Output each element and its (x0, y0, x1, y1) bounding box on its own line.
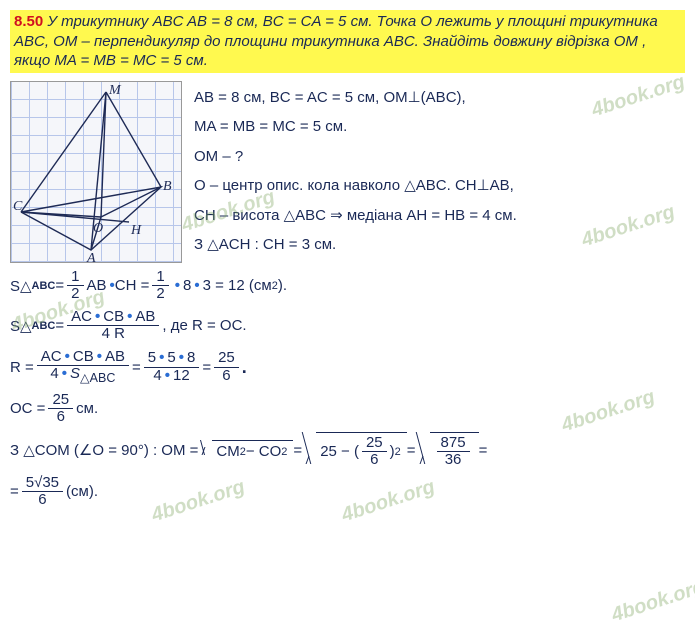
text: S△ (10, 317, 32, 335)
den: 36 (437, 452, 470, 469)
problem-text: У трикутнику ABC AB = 8 см, BC = CA = 5 … (14, 13, 658, 69)
num: 1 (152, 269, 168, 287)
den: 6 (362, 452, 387, 469)
den: 4•12 (144, 368, 200, 385)
sub-abc: ABC (32, 280, 56, 292)
label-C: C (13, 199, 23, 214)
problem-number: 8.50 (14, 13, 43, 30)
frac: 256 (48, 392, 73, 426)
frac: AC•CB•AB 4•S△ABC (37, 349, 129, 386)
label-H: H (130, 223, 142, 238)
den: 4•S△ABC (37, 366, 129, 386)
num: AC•CB•AB (67, 309, 159, 327)
text: 8 (183, 277, 191, 294)
num: 25 (362, 435, 387, 453)
text: ). (278, 277, 287, 294)
given-line: AB = 8 см, BC = AC = 5 см, OM⊥(ABC), (194, 85, 685, 111)
text: 3 = 12 (см (203, 277, 272, 294)
text: З △COM (∠O = 90°) : OM = (10, 441, 198, 459)
text: . (242, 357, 247, 378)
text: см. (76, 400, 98, 417)
oc-line: OC = 256 см. (10, 392, 685, 426)
dot-icon: • (172, 277, 183, 294)
num: 5•5•8 (144, 350, 200, 368)
frac: 256 (362, 435, 387, 469)
den: 6 (214, 368, 239, 385)
area-line-1: S△ABC = 12 AB • CH = 12 • 8 • 3 = 12 (см… (10, 269, 685, 303)
frac: AC•CB•AB 4 R (67, 309, 159, 343)
om-line: З △COM (∠O = 90°) : OM = CM2 − CO2 = 25 … (10, 432, 685, 469)
den: 2 (67, 286, 83, 303)
frac: 256 (214, 350, 239, 384)
frac: 87536 (437, 435, 470, 469)
den: 6 (48, 409, 73, 426)
num: 1 (67, 269, 83, 287)
r-line: R = AC•CB•AB 4•S△ABC = 5•5•8 4•12 = 256 … (10, 349, 685, 386)
frac: 5√356 (22, 475, 63, 509)
sqrt: CM2 − CO2 (198, 440, 293, 460)
radicand: CM2 − CO2 (212, 440, 293, 460)
text: = (407, 442, 416, 459)
den: 2 (152, 286, 168, 303)
given-line: З △ACH : CH = 3 см. (194, 232, 685, 258)
area-line-2: S△ABC = AC•CB•AB 4 R , де R = OC. (10, 309, 685, 343)
num: 25 (214, 350, 239, 368)
text: CH = (115, 277, 150, 294)
label-O: O (93, 221, 103, 236)
text: = (132, 359, 141, 376)
given-block: AB = 8 см, BC = AC = 5 см, OM⊥(ABC), MA … (194, 81, 685, 262)
sqrt: 25 − ( 256 )2 (302, 432, 407, 469)
num: 5√35 (22, 475, 63, 493)
text: OC = (10, 400, 45, 417)
radicand: 87536 (430, 432, 479, 469)
given-line: MA = MB = MC = 5 см. (194, 114, 685, 140)
label-B: B (163, 179, 172, 194)
text: = (479, 442, 488, 459)
sup: 2 (395, 446, 401, 458)
given-line: O – центр опис. кола навколо △ABC. CH⊥AB… (194, 173, 685, 199)
frac: 5•5•8 4•12 (144, 350, 200, 384)
text: , де R = OC. (162, 317, 246, 334)
den: 6 (22, 492, 63, 509)
frac-half: 12 (67, 269, 83, 303)
den: 4 R (67, 326, 159, 343)
geometry-diagram: M C A B O H (10, 81, 182, 263)
final-line: = 5√356 (см). (10, 475, 685, 509)
text: = (55, 317, 64, 334)
text: = (293, 442, 302, 459)
label-M: M (108, 83, 122, 98)
problem-statement: 8.50 У трикутнику ABC AB = 8 см, BC = CA… (10, 10, 685, 73)
text: (см). (66, 483, 98, 500)
text: = (10, 483, 19, 500)
text: R = (10, 359, 34, 376)
text: = (202, 359, 211, 376)
given-line: OM – ? (194, 144, 685, 170)
watermark: 4book.org (609, 576, 695, 628)
num: 875 (437, 435, 470, 453)
sub-abc: ABC (32, 320, 56, 332)
text: AB (87, 277, 107, 294)
sqrt: 87536 (416, 432, 479, 469)
num: AC•CB•AB (37, 349, 129, 367)
text: S△ (10, 277, 32, 295)
text: = (55, 277, 64, 294)
num: 25 (48, 392, 73, 410)
frac-half: 12 (152, 269, 168, 303)
label-A: A (86, 251, 96, 262)
pyramid-svg: M C A B O H (11, 82, 181, 262)
solution-top-row: M C A B O H AB = 8 см, BC = AC = 5 см, O… (10, 81, 685, 263)
text: 25 − ( (320, 443, 359, 460)
dot-icon: • (191, 277, 202, 294)
given-line: CH – висота △ABC ⇒ медіана AH = HB = 4 с… (194, 203, 685, 229)
radicand: 25 − ( 256 )2 (316, 432, 407, 469)
